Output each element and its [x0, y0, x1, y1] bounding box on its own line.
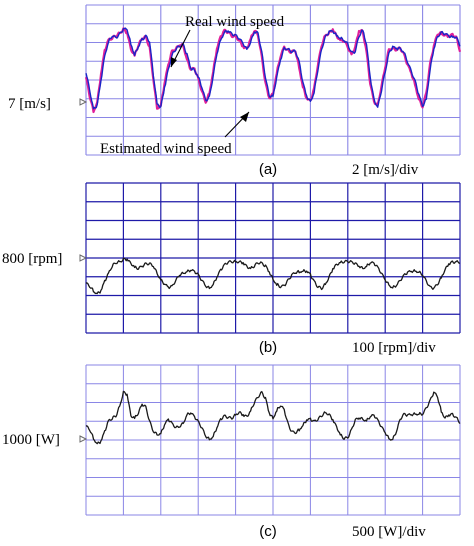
grid-a [85, 4, 461, 156]
panel-a: 7 [m/s] Real wind speed Estimated wind s… [8, 4, 462, 178]
reference-marker-c [79, 435, 88, 443]
annotation-estimated-wind-speed: Estimated wind speed [100, 141, 232, 157]
trace-line-c [85, 390, 461, 445]
scale-label-c: 500 [W]/div [352, 524, 426, 540]
traces-b [85, 257, 461, 295]
reference-label-b: 800 [rpm] [2, 251, 62, 267]
traces-c [85, 390, 461, 445]
annotation-real-wind-speed: Real wind speed [185, 14, 285, 30]
reference-marker-b [79, 254, 88, 262]
scale-label-a: 2 [m/s]/div [352, 162, 419, 178]
grid-c [85, 364, 461, 516]
traces-a [84, 27, 462, 114]
trace-line-b [85, 257, 461, 295]
panel-b: 800 [rpm] (b) 100 [rpm]/div [2, 182, 461, 356]
panel-label-c: (c) [259, 523, 277, 540]
reference-marker-a [79, 98, 88, 106]
estimated-wind-speed-line-a [85, 27, 461, 110]
panel-label-b: (b) [259, 339, 277, 356]
grid-b [85, 182, 461, 334]
arrowhead-estimated-icon [240, 112, 249, 122]
reference-label-c: 1000 [W] [2, 432, 60, 448]
reference-label-a: 7 [m/s] [8, 96, 51, 112]
panel-label-a: (a) [259, 161, 277, 178]
arrowhead-real-icon [171, 57, 177, 67]
scale-label-b: 100 [rpm]/div [352, 340, 436, 356]
panel-c: 1000 [W] (c) 500 [W]/div [2, 364, 461, 540]
